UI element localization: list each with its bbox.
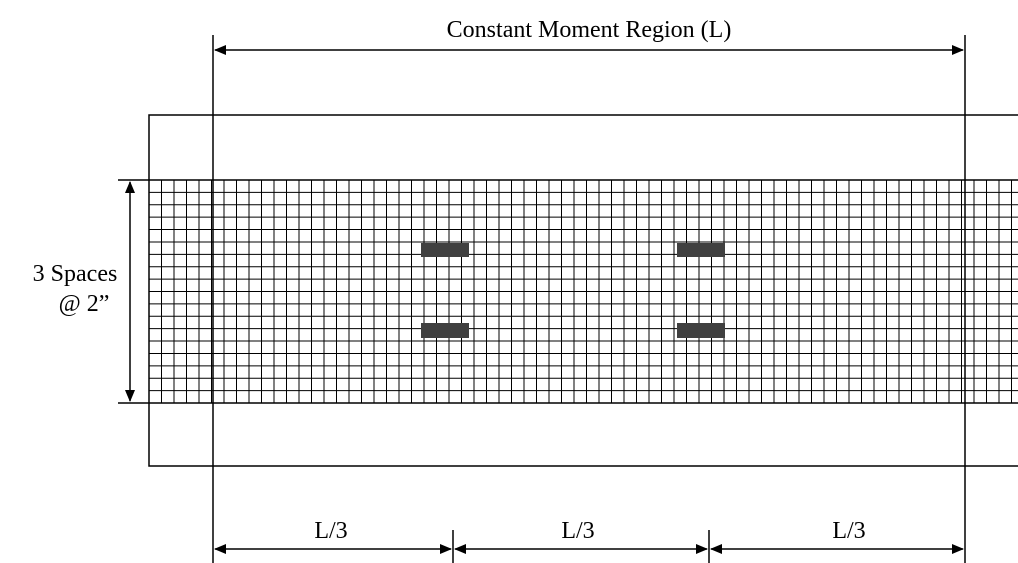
strain-gauge	[677, 323, 725, 338]
segment-label: L/3	[832, 518, 865, 544]
spacing-label: 3 Spaces	[33, 261, 118, 287]
mesh-grid	[148, 179, 1018, 404]
spacing-label: @ 2”	[59, 291, 110, 317]
title: Constant Moment Region (L)	[447, 17, 732, 43]
strain-gauge	[421, 243, 469, 257]
strain-gauge	[677, 243, 725, 257]
beam-outline	[148, 114, 1018, 467]
segment-label: L/3	[314, 518, 347, 544]
strain-gauge	[421, 323, 469, 338]
segment-label: L/3	[561, 518, 594, 544]
